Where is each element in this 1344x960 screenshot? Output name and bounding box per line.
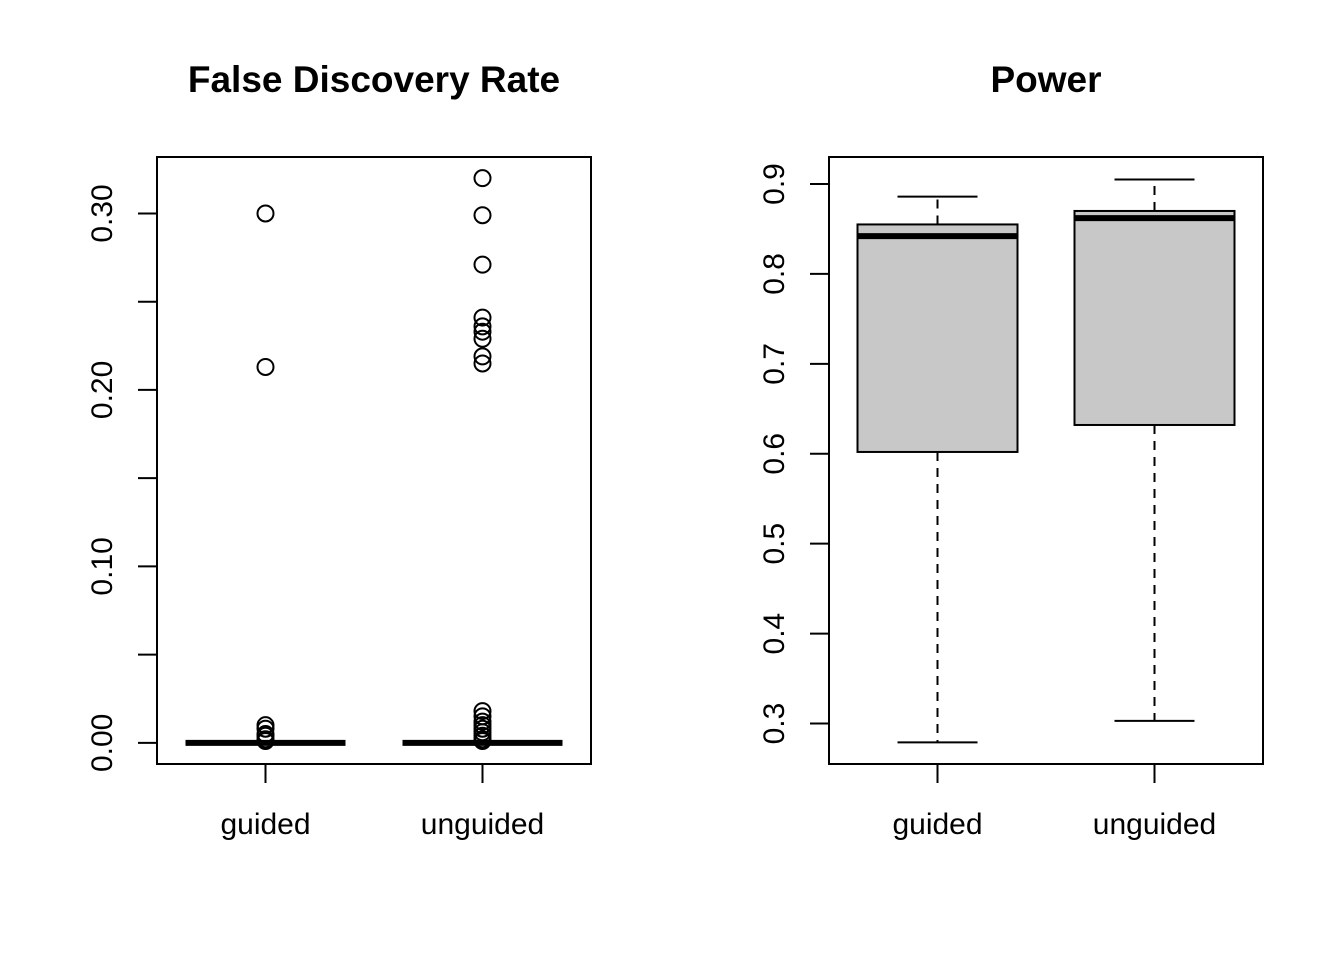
outlier-point xyxy=(473,317,492,336)
fdr-x-axis: guided unguided xyxy=(220,764,544,841)
outlier-point xyxy=(473,322,492,341)
outlier-point xyxy=(473,702,492,721)
outlier-point xyxy=(473,354,492,373)
outlier-point xyxy=(473,329,492,348)
power-y-tick-label: 0.3 xyxy=(758,703,791,745)
power-x-tick-label-unguided: unguided xyxy=(1093,808,1216,841)
power-y-tick-label: 0.4 xyxy=(758,613,791,655)
outlier-point xyxy=(256,719,275,738)
fdr-y-axis: 0.00 0.10 0.20 0.30 xyxy=(86,184,157,772)
power-plot-frame xyxy=(828,156,1264,765)
fdr-y-tick-label: 0.00 xyxy=(86,714,119,772)
outlier-point xyxy=(473,347,492,366)
fdr-y-tick-label: 0.30 xyxy=(86,184,119,242)
power-y-axis: 0.3 0.4 0.5 0.6 0.7 0.8 0.9 xyxy=(758,163,829,744)
power-panel: Power 0.3 0.4 0.5 0.6 0.7 0.8 0.9 guided unguid… xyxy=(758,59,1264,841)
power-y-tick-label: 0.8 xyxy=(758,253,791,295)
iqr-box xyxy=(1073,209,1236,426)
fdr-y-tick-label: 0.10 xyxy=(86,537,119,595)
outlier-point xyxy=(256,204,275,223)
fdr-box-unguided xyxy=(402,169,563,751)
outlier-point xyxy=(473,206,492,225)
power-y-tick-label: 0.9 xyxy=(758,163,791,205)
power-x-axis: guided unguided xyxy=(892,764,1216,841)
fdr-x-tick-label-guided: guided xyxy=(220,808,310,841)
power-box-unguided xyxy=(1073,178,1236,722)
fdr-boxes xyxy=(185,169,563,751)
power-y-tick-label: 0.7 xyxy=(758,343,791,385)
power-y-tick-label: 0.5 xyxy=(758,523,791,565)
power-box-guided xyxy=(856,195,1019,744)
outlier-point xyxy=(473,255,492,274)
outlier-point xyxy=(256,732,275,751)
fdr-y-tick-label: 0.20 xyxy=(86,361,119,419)
outlier-point xyxy=(473,169,492,188)
fdr-panel: False Discovery Rate 0.00 0.10 0.20 0.30 gu… xyxy=(86,59,592,841)
fdr-title: False Discovery Rate xyxy=(188,59,560,100)
outlier-point xyxy=(256,357,275,376)
fdr-plot-frame xyxy=(156,156,592,765)
power-x-tick-label-guided: guided xyxy=(892,808,982,841)
iqr-box xyxy=(856,223,1019,453)
outlier-point xyxy=(473,732,492,751)
outlier-point xyxy=(473,308,492,327)
power-boxes xyxy=(856,178,1236,744)
fdr-x-tick-label-unguided: unguided xyxy=(421,808,544,841)
fdr-box-guided xyxy=(185,204,346,751)
power-y-tick-label: 0.6 xyxy=(758,433,791,475)
power-title: Power xyxy=(990,59,1101,100)
